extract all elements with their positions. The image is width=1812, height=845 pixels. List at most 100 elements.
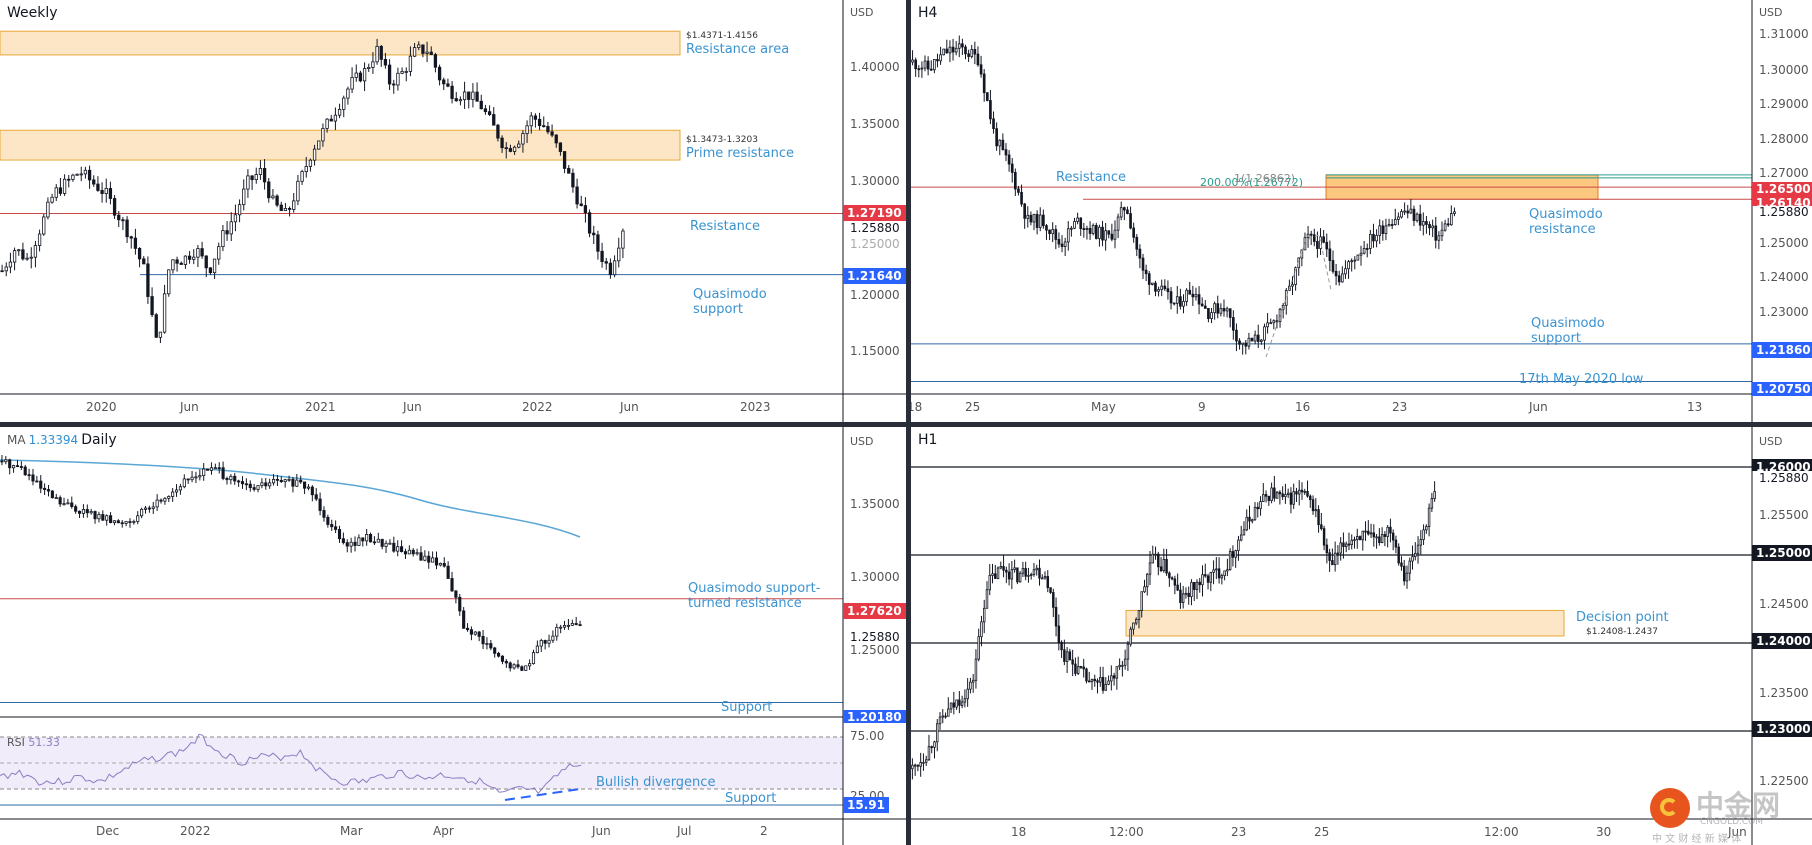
price-label: 1.30000	[1759, 63, 1809, 77]
fib-extension-label-2: 1(1.26862)	[1234, 172, 1296, 185]
time-label: 2022	[180, 824, 211, 838]
time-label: Jul	[677, 824, 692, 838]
weekly-chart-canvas[interactable]	[0, 0, 906, 422]
price-label: 1.22500	[1759, 774, 1809, 788]
currency-label: USD	[1759, 6, 1783, 19]
zone-range-label: $1.4371-1.4156	[686, 31, 758, 41]
h4-title: H4	[918, 5, 938, 21]
label-line: Quasimodo	[1531, 316, 1605, 331]
currency-label: USD	[1759, 435, 1783, 448]
time-label: 23	[1231, 825, 1247, 839]
watermark-en: CNGOLD.COM	[1700, 817, 1764, 827]
time-label: Mar	[340, 824, 363, 838]
price-label: 1.15000	[850, 344, 900, 358]
time-label: 12:00	[1109, 825, 1144, 839]
quasimodo-resistance-label: Quasimodo resistance	[1529, 207, 1603, 237]
time-label: Jun	[1529, 400, 1548, 414]
level-tag: 1.26000	[1752, 459, 1812, 471]
low-price-tag: 1.20750	[1752, 382, 1812, 396]
price-label: 1.27000	[1759, 166, 1809, 180]
rsi-support-tag: 15.91	[843, 797, 889, 813]
resistance-area-label: Resistance area	[686, 42, 790, 57]
daily-chart-panel[interactable]: MA 1.33394 Daily USD 1.35000 1.30000 1.250…	[0, 427, 906, 845]
ma-label: MA	[7, 433, 26, 447]
time-label: Jun	[1728, 825, 1747, 839]
resistance-price-tag: 1.26500	[1752, 182, 1812, 197]
label-line: resistance	[1529, 222, 1596, 237]
rsi-legend: RSI 51.33	[7, 736, 60, 749]
cngold-logo-icon	[1650, 788, 1690, 828]
label-line: turned resistance	[688, 596, 802, 611]
support-price-tag: 1.21640	[843, 268, 906, 284]
price-label: 1.29000	[1759, 97, 1809, 111]
price-label: 1.28000	[1759, 132, 1809, 146]
h1-chart-panel[interactable]: H1 USD 1.26000 1.25880 1.25500 1.25000 1…	[911, 427, 1812, 845]
daily-timeframe: Daily	[81, 432, 117, 448]
rsi-value: 51.33	[28, 736, 60, 749]
resistance-price-tag: 1.27190	[843, 205, 906, 221]
qm-turned-resistance-label: Quasimodo support-turned resistance	[688, 581, 820, 611]
time-label: 9	[1198, 400, 1206, 414]
bullish-divergence-label: Bullish divergence	[596, 775, 716, 790]
price-label: 1.24000	[1759, 270, 1809, 284]
time-label: 18	[1011, 825, 1027, 839]
price-label: 1.35000	[850, 497, 900, 511]
resistance2-price-tag: 1.26140	[1752, 196, 1812, 206]
currency-label: USD	[850, 6, 874, 19]
h4-chart-panel[interactable]: H4 USD 1.31000 1.30000 1.29000 1.28000 1…	[911, 0, 1812, 422]
time-label: 25	[965, 400, 981, 414]
time-label: 16	[1295, 400, 1311, 414]
level-tag: 1.23000	[1752, 721, 1812, 737]
weekly-chart-panel[interactable]: Weekly USD 1.40000 1.35000 1.30000 1.250…	[0, 0, 906, 422]
price-label: 1.30000	[850, 174, 900, 188]
level-tag: 1.25000	[1752, 545, 1812, 561]
decision-range-label: $1.2408-1.2437	[1586, 627, 1658, 637]
resistance-label: Resistance	[690, 219, 761, 234]
price-label: 1.30000	[850, 570, 900, 584]
time-label: 18	[911, 400, 923, 414]
may-2020-low-label: 17th May 2020 low	[1519, 372, 1644, 387]
h1-title: H1	[918, 432, 938, 448]
time-label: 2022	[522, 400, 553, 414]
daily-title: MA 1.33394 Daily	[7, 432, 117, 448]
h4-chart-canvas[interactable]	[911, 0, 1812, 422]
label-line: Quasimodo	[693, 287, 767, 302]
time-label: Apr	[433, 824, 454, 838]
price-label: 1.25000	[1759, 236, 1809, 250]
label-line: support	[1531, 331, 1581, 346]
price-label: 1.25000	[850, 237, 900, 251]
fib-extension-label: 200.00%(1.26772)	[1200, 176, 1304, 189]
support-label: Support	[721, 700, 773, 715]
rsi-label: RSI	[7, 736, 25, 749]
support-price-tag: 1.20180	[843, 710, 906, 723]
prime-resistance-label: Prime resistance	[686, 146, 795, 161]
time-label: 2023	[740, 400, 771, 414]
current-price-label: 1.25880	[850, 221, 900, 235]
rsi-level-label: 75.00	[850, 729, 885, 743]
current-price-label: 1.25880	[850, 630, 900, 644]
price-label: 1.31000	[1759, 27, 1809, 41]
resistance-price-tag: 1.27620	[843, 603, 906, 619]
price-label: 1.23000	[1759, 305, 1809, 319]
label-line: support	[693, 302, 743, 317]
time-label: Jun	[180, 400, 199, 414]
weekly-title: Weekly	[7, 5, 58, 21]
daily-chart-canvas[interactable]	[0, 427, 906, 845]
time-label: 2	[760, 824, 768, 838]
price-label: 1.25000	[850, 643, 900, 657]
time-label: Jun	[403, 400, 422, 414]
price-label: 1.35000	[850, 117, 900, 131]
quasimodo-support-label: Quasimodo support	[1531, 316, 1605, 346]
decision-point-label: Decision point	[1576, 610, 1669, 625]
h1-chart-canvas[interactable]	[911, 427, 1812, 845]
quasimodo-support-label: Quasimodo support	[693, 287, 767, 317]
zone-range-label: $1.3473-1.3203	[686, 135, 758, 145]
time-label: Dec	[96, 824, 120, 838]
ma-value: 1.33394	[28, 433, 79, 447]
time-label: 23	[1392, 400, 1408, 414]
watermark-sub: 中 文 财 经 新 媒 体	[1652, 834, 1742, 845]
rsi-support-label: Support	[725, 791, 777, 806]
price-label: 1.24500	[1759, 597, 1809, 611]
time-label: Jun	[592, 824, 611, 838]
support-price-tag: 1.21860	[1752, 342, 1812, 358]
